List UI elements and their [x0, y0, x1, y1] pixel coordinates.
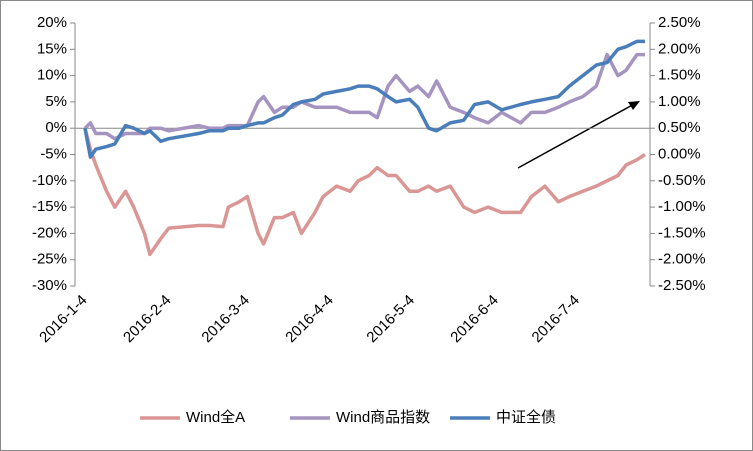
y2-tick-label: 0.00%: [658, 145, 701, 162]
y2-tick-label: -0.50%: [658, 172, 706, 189]
y-tick-label: 15%: [37, 40, 67, 57]
y2-tick-label: -2.50%: [658, 277, 706, 294]
y-tick-label: 0%: [45, 119, 67, 136]
y-tick-label: 10%: [37, 67, 67, 84]
y-tick-label: -30%: [32, 277, 67, 294]
series-line: [83, 39, 645, 159]
legend-label: Wind全A: [186, 408, 245, 426]
y-tick-label: -25%: [32, 251, 67, 268]
y-tick-label: -20%: [32, 224, 67, 241]
arrow-head: [628, 101, 640, 110]
y-tick-label: -10%: [32, 172, 67, 189]
series-line: [83, 127, 646, 257]
y2-tick-label: -2.00%: [658, 251, 706, 268]
y-tick-label: 20%: [37, 14, 67, 31]
y-tick-label: -5%: [40, 145, 67, 162]
y-tick-label: 5%: [45, 93, 67, 110]
series-line: [83, 52, 645, 141]
y2-tick-label: 1.00%: [658, 93, 701, 110]
y2-tick-label: 2.50%: [658, 14, 701, 31]
y2-tick-label: 0.50%: [658, 119, 701, 136]
y-tick-label: -15%: [32, 198, 67, 215]
y2-tick-label: -1.00%: [658, 198, 706, 215]
trend-arrow: [517, 102, 637, 169]
legend-label: 中证全债: [496, 408, 556, 426]
y2-tick-label: 1.50%: [658, 67, 701, 84]
y2-tick-label: -1.50%: [658, 224, 706, 241]
y2-tick-label: 2.00%: [658, 40, 701, 57]
legend-label: Wind商品指数: [336, 409, 430, 426]
